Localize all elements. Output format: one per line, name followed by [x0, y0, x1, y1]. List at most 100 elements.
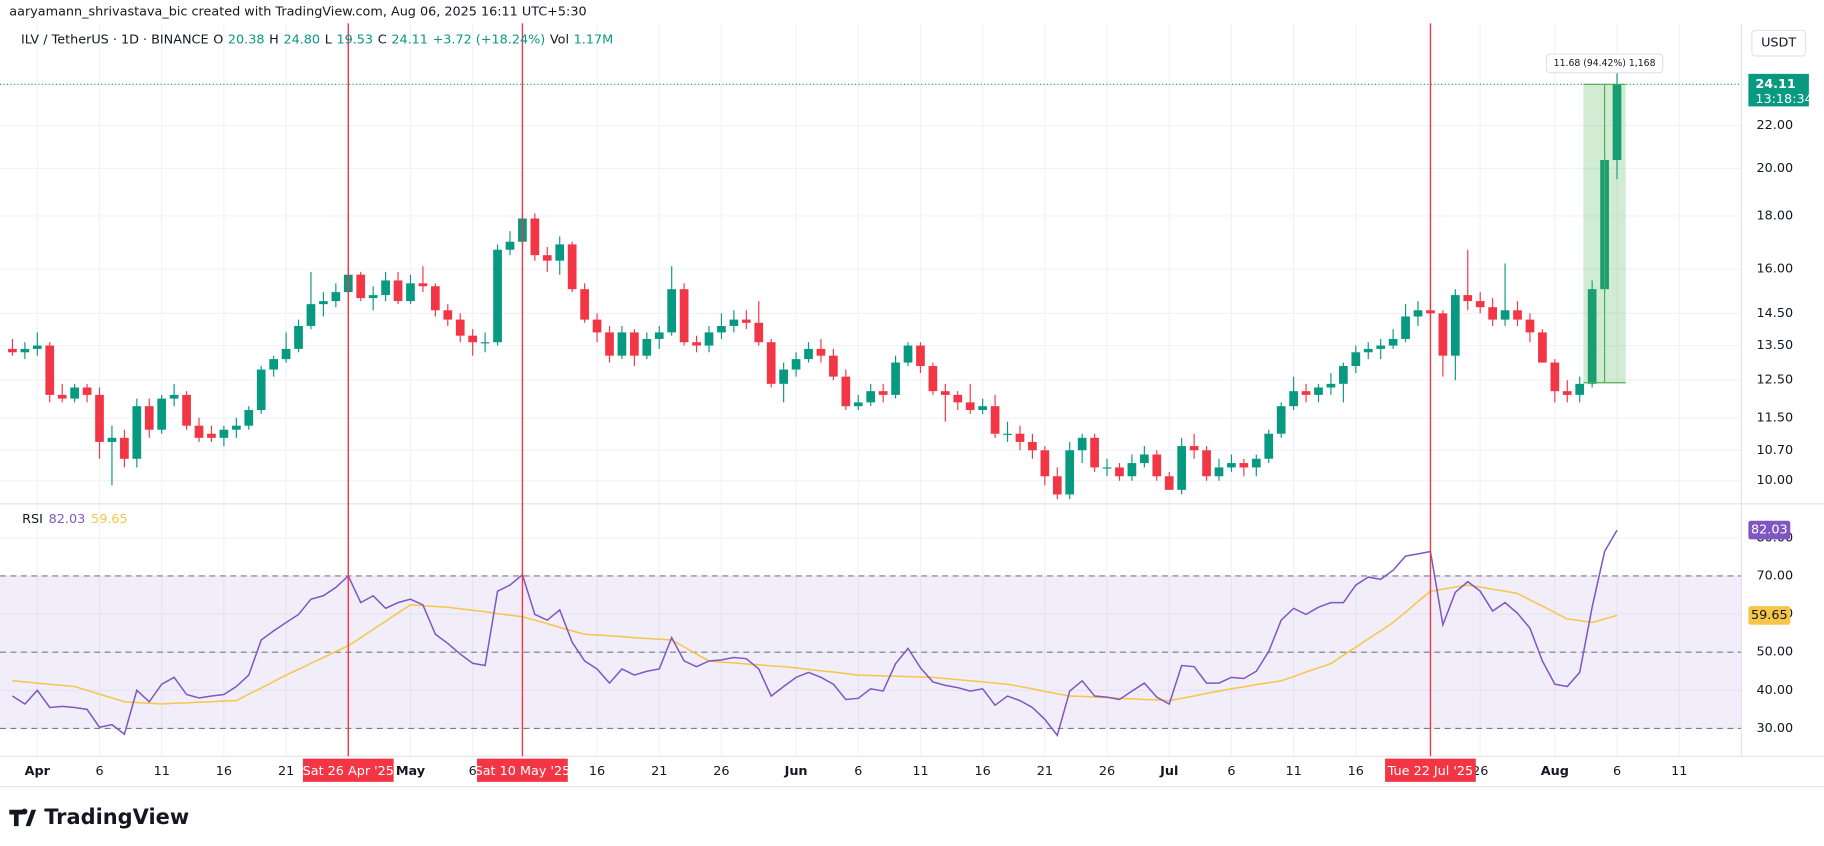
candle-body	[418, 283, 428, 287]
candle-body	[468, 335, 478, 343]
currency-label[interactable]: USDT	[1761, 36, 1796, 51]
legend-item: 20.38	[228, 32, 265, 47]
candle-body	[1214, 467, 1224, 477]
candle-body	[368, 295, 378, 299]
x-tick-label: 11	[912, 764, 928, 779]
rsi-tick-label: 70.00	[1757, 568, 1794, 583]
measure-label-box	[1545, 53, 1664, 74]
candle-body	[1525, 319, 1535, 333]
legend-item: 24.80	[283, 32, 320, 47]
candle-body	[319, 301, 328, 305]
candle-body	[530, 218, 540, 256]
candle-body	[430, 286, 440, 311]
rsi-badge	[1748, 606, 1791, 625]
legend-item: C	[378, 32, 387, 47]
rsi-badge	[1748, 520, 1791, 540]
y-tick-label: 18.00	[1757, 208, 1794, 223]
candle-body	[182, 394, 191, 426]
rsi-legend-item: 59.65	[91, 511, 128, 526]
candle-body	[356, 274, 366, 299]
rsi-line	[12, 529, 1618, 737]
candle-body	[269, 359, 279, 370]
candle-body	[32, 345, 42, 349]
candle-body	[928, 366, 938, 392]
candle-body	[791, 359, 801, 370]
candle-body	[231, 425, 241, 430]
x-tick-label: 6	[1613, 764, 1621, 779]
candle-body	[1450, 295, 1460, 356]
candle-body	[1289, 391, 1298, 407]
x-tick-label: 26	[1099, 764, 1115, 779]
candle-body	[1388, 338, 1398, 346]
candle-body	[20, 348, 30, 353]
candle-body	[555, 244, 565, 261]
candle-body	[306, 304, 316, 326]
candle-body	[120, 437, 129, 459]
legend-item: 19.53	[336, 32, 373, 47]
countdown: 13:18:34	[1755, 92, 1812, 107]
marker-label-box	[302, 758, 394, 782]
candle-body	[1251, 458, 1261, 468]
candle-body	[630, 332, 639, 356]
candle-body	[8, 348, 17, 353]
candle-body	[1513, 310, 1522, 320]
candle-body	[642, 338, 652, 356]
candle-body	[194, 425, 204, 438]
y-tick-label: 16.00	[1757, 262, 1794, 277]
candle-body	[841, 376, 851, 407]
rsi-line	[12, 584, 1618, 705]
x-tick-label: 16	[1348, 764, 1364, 779]
marker-label-box	[1385, 758, 1476, 782]
legend-item: ILV / TetherUS · 1D · BINANCE	[21, 32, 209, 47]
candle-body	[605, 332, 614, 356]
candle-body	[1127, 463, 1137, 477]
candle-body	[654, 332, 664, 339]
logo-text: TradingView	[44, 805, 189, 829]
x-tick-label: 16	[975, 764, 991, 779]
candle-body	[1562, 391, 1572, 395]
currency-button[interactable]	[1751, 29, 1806, 57]
candle-body	[1164, 476, 1174, 490]
candle-body	[455, 319, 465, 336]
candle-body	[754, 322, 764, 343]
candle-body	[1326, 383, 1336, 388]
candle-body	[1227, 463, 1236, 468]
legend-item: 24.11	[391, 32, 428, 47]
y-tick-label: 22.00	[1757, 118, 1794, 133]
candle-body	[1102, 467, 1112, 469]
candle-body	[1003, 433, 1012, 435]
candle-body	[1040, 450, 1050, 477]
marker-label: Sat 10 May '25	[475, 764, 571, 779]
x-tick-label: 26	[1472, 764, 1488, 779]
candle-body	[1363, 348, 1373, 353]
candle-body	[1475, 301, 1485, 308]
candle-body	[294, 325, 303, 349]
candle-body	[1314, 387, 1323, 395]
legend-item: +3.72 (+18.24%)	[433, 32, 546, 47]
candle-body	[717, 325, 726, 333]
candle-body	[1500, 310, 1510, 320]
candle-body	[816, 348, 826, 356]
candle-body	[1438, 313, 1448, 356]
candle-body	[381, 280, 390, 296]
x-tick-label: 11	[1671, 764, 1687, 779]
candle-body	[244, 410, 254, 426]
candle-body	[965, 402, 975, 411]
y-tick-label: 20.00	[1757, 161, 1794, 176]
candle-body	[1587, 289, 1597, 384]
candle-body	[1351, 352, 1361, 367]
candle-body	[1065, 450, 1075, 495]
candle-body	[1339, 366, 1348, 384]
candle-body	[866, 391, 876, 403]
candle-body	[1401, 316, 1410, 339]
x-tick-label: 21	[1037, 764, 1053, 779]
x-tick-label: 6	[1227, 764, 1235, 779]
legend-item: H	[269, 32, 279, 47]
rsi-pane	[0, 529, 1742, 737]
rsi-badge-label: 59.65	[1751, 608, 1788, 623]
candle-body	[1152, 454, 1162, 477]
candle-body	[804, 348, 813, 360]
symbol-legend: ILV / TetherUS · 1D · BINANCE O 20.38 H 24.8…	[21, 32, 613, 47]
